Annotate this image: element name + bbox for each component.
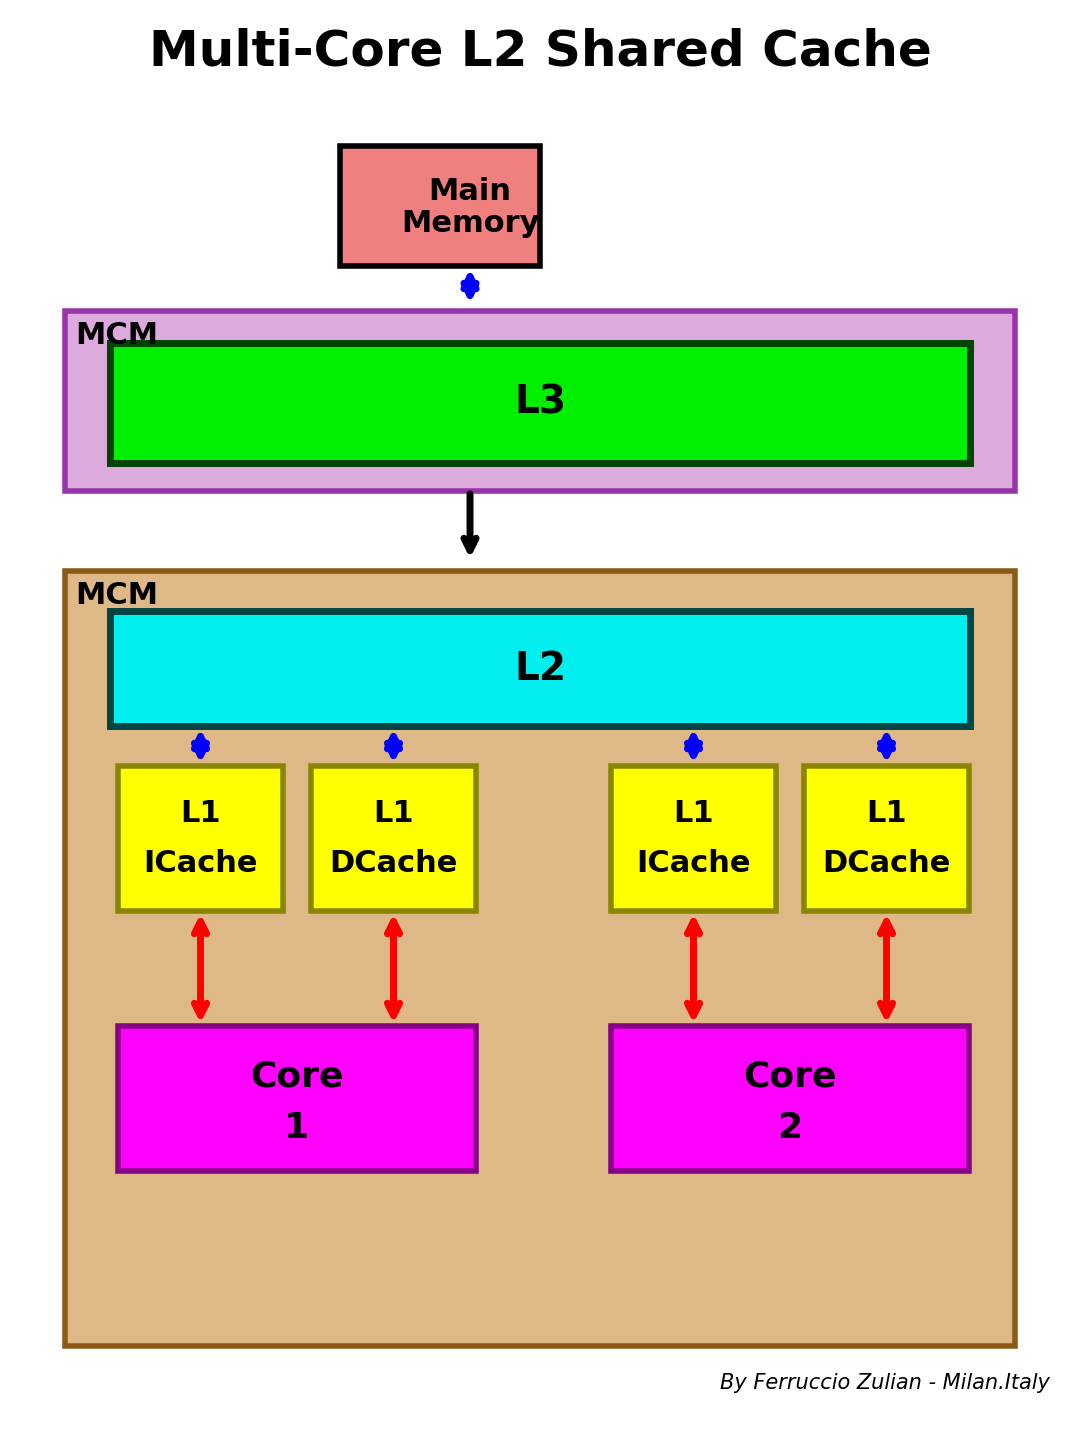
Text: Main: Main xyxy=(429,177,512,206)
Text: 1: 1 xyxy=(284,1111,310,1144)
Bar xyxy=(611,1026,969,1172)
Text: DCache: DCache xyxy=(329,849,458,878)
Text: 2: 2 xyxy=(778,1111,802,1144)
Text: MCM: MCM xyxy=(76,582,159,611)
Text: By Ferruccio Zulian - Milan.Italy: By Ferruccio Zulian - Milan.Italy xyxy=(720,1373,1050,1393)
Bar xyxy=(340,146,540,267)
Text: DCache: DCache xyxy=(822,849,950,878)
Text: L1: L1 xyxy=(673,800,714,829)
Text: Multi-Core L2 Shared Cache: Multi-Core L2 Shared Cache xyxy=(149,27,931,75)
Text: ICache: ICache xyxy=(636,849,751,878)
Text: MCM: MCM xyxy=(76,321,159,350)
Bar xyxy=(611,767,777,911)
Text: Core: Core xyxy=(251,1059,343,1094)
Bar xyxy=(65,571,1015,1346)
Bar xyxy=(65,311,1015,491)
Bar xyxy=(118,767,283,911)
Bar xyxy=(311,767,476,911)
Text: L3: L3 xyxy=(514,383,566,422)
Text: Memory: Memory xyxy=(401,209,539,239)
Bar xyxy=(118,1026,476,1172)
Text: L1: L1 xyxy=(866,800,907,829)
Text: L1: L1 xyxy=(374,800,414,829)
Bar xyxy=(804,767,969,911)
Text: ICache: ICache xyxy=(144,849,258,878)
Text: L1: L1 xyxy=(180,800,220,829)
Bar xyxy=(110,611,970,726)
Bar xyxy=(110,343,970,463)
Text: Core: Core xyxy=(743,1059,837,1094)
Text: L2: L2 xyxy=(514,650,566,687)
